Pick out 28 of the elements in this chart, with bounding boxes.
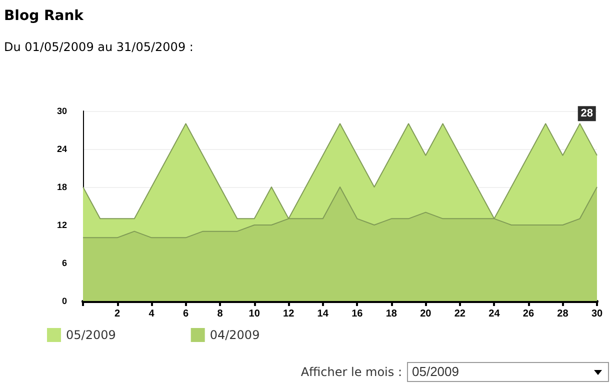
x-tick-label: 12 xyxy=(283,308,295,320)
x-tick-label: 14 xyxy=(317,308,329,320)
x-tick-label: 16 xyxy=(352,308,364,320)
y-tick-label: 6 xyxy=(62,258,67,268)
legend-label: 04/2009 xyxy=(210,328,260,342)
y-tick-label: 24 xyxy=(56,144,67,154)
x-tick-label: 8 xyxy=(217,308,224,320)
x-tick-label: 26 xyxy=(522,308,534,320)
x-tick-label: 6 xyxy=(183,308,190,320)
y-tick-label: 30 xyxy=(56,106,67,116)
chart-subtitle: Du 01/05/2009 au 31/05/2009 : xyxy=(4,40,194,54)
x-tick-label: 20 xyxy=(420,308,432,320)
x-tick-label: 4 xyxy=(148,308,155,320)
y-tick-label: 12 xyxy=(56,220,67,230)
x-tick-label: 2 xyxy=(114,308,120,320)
x-tick-label: 28 xyxy=(557,308,569,320)
month-dropdown: 05/2009 xyxy=(407,362,609,382)
y-tick-label: 18 xyxy=(56,182,67,192)
y-tick-label: 0 xyxy=(62,296,67,306)
x-tick-label: 22 xyxy=(454,308,466,320)
x-tick-label: 24 xyxy=(488,308,500,320)
x-tick-label: 10 xyxy=(248,308,260,320)
x-tick-label: 30 xyxy=(591,308,603,320)
legend-label: 05/2009 xyxy=(66,328,116,342)
annotation: 28 xyxy=(580,108,593,120)
x-tick-label: 18 xyxy=(386,308,398,320)
text: Afficher le mois : xyxy=(300,365,402,379)
chart-title: Blog Rank xyxy=(4,8,84,24)
